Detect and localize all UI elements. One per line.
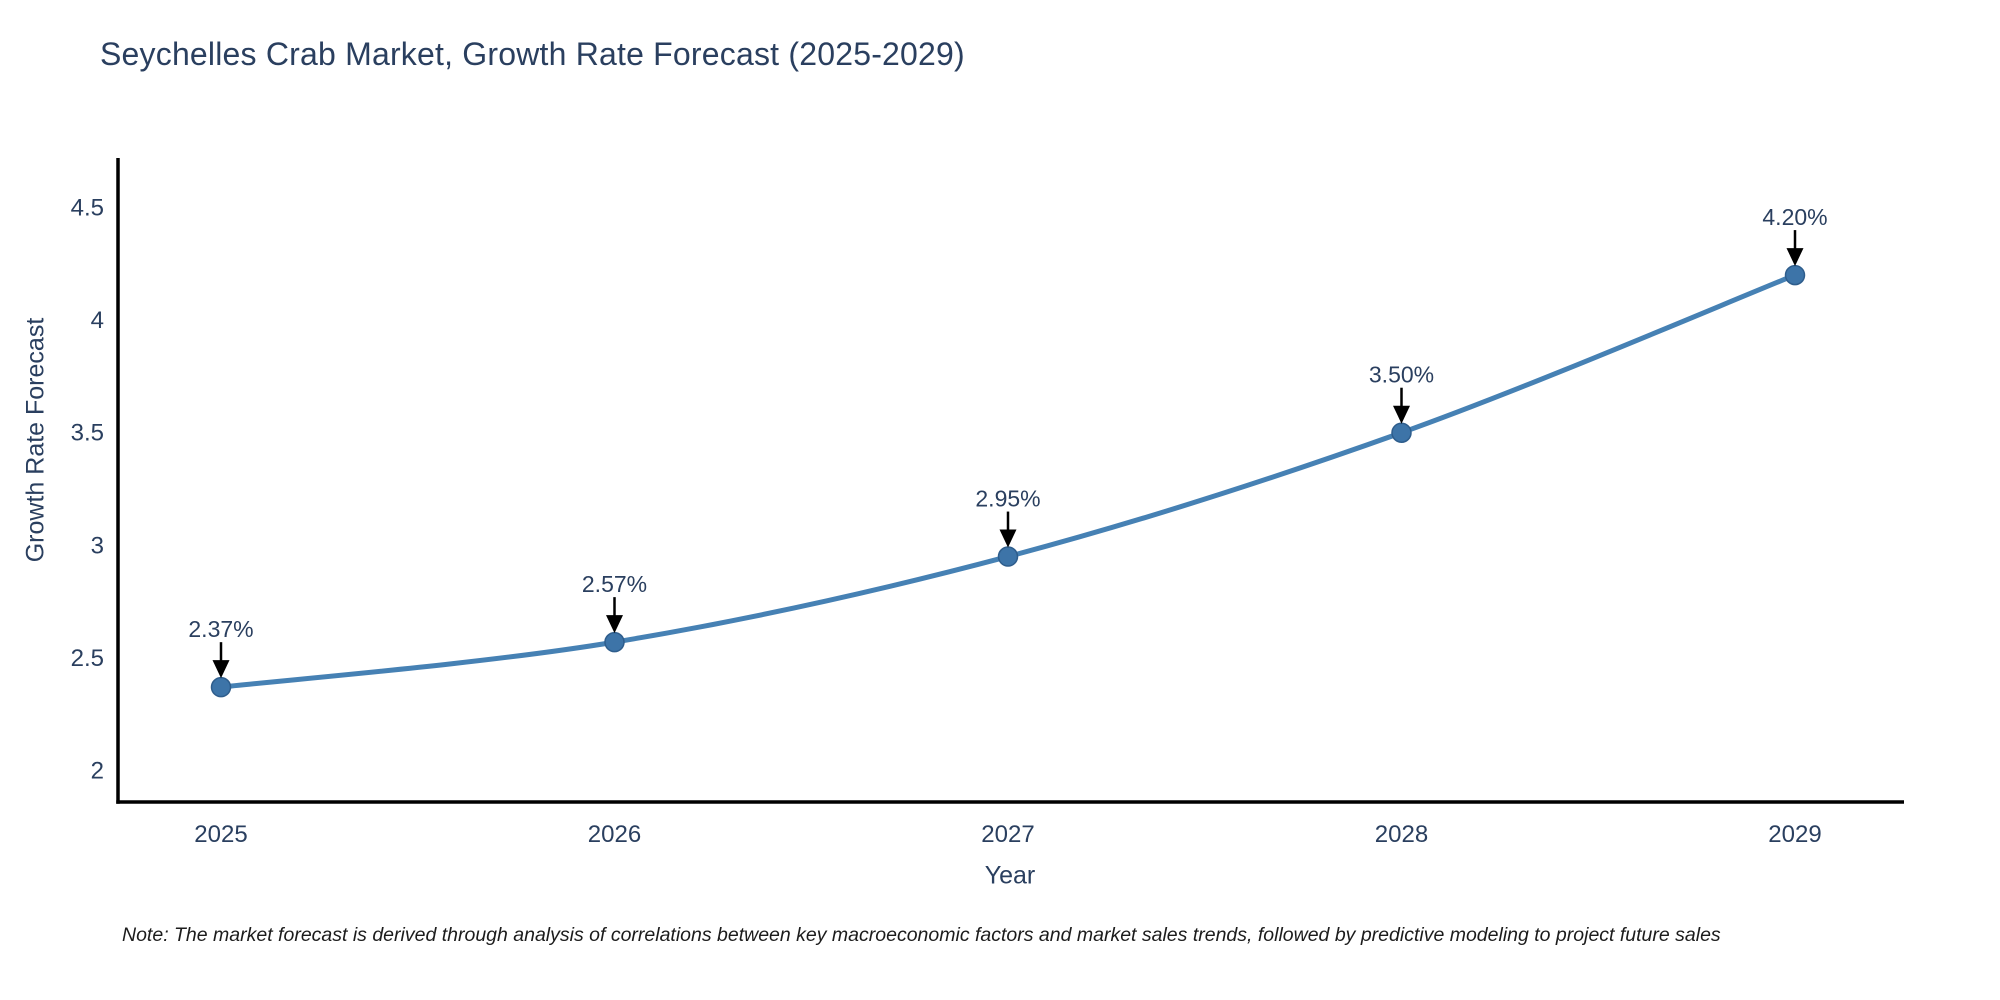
y-tick-label: 3	[91, 532, 104, 559]
y-tick-label: 3.5	[71, 420, 104, 447]
data-point-marker	[210, 676, 232, 698]
data-point-marker	[604, 631, 625, 653]
annotation-arrow-head	[1393, 405, 1410, 424]
data-point-marker	[1391, 422, 1412, 443]
y-tick-label: 4.5	[71, 195, 104, 222]
x-tick-label: 2028	[1375, 821, 1428, 848]
chart-title: Seychelles Crab Market, Growth Rate Fore…	[100, 36, 965, 72]
x-tick-label: 2027	[981, 821, 1034, 848]
y-tick-label: 2	[91, 757, 104, 784]
annotation-arrow-head	[606, 615, 623, 634]
x-tick-label: 2025	[194, 821, 247, 848]
x-axis-title: Year	[984, 861, 1036, 890]
annotation-arrow-head	[999, 529, 1017, 548]
data-point-label: 2.37%	[188, 616, 253, 642]
annotation-arrow-head	[1786, 248, 1804, 267]
x-tick-label: 2026	[588, 821, 641, 848]
y-tick-label: 4	[91, 307, 104, 334]
data-point-label: 2.57%	[582, 571, 647, 597]
data-point-label: 3.50%	[1369, 362, 1434, 388]
data-point-marker	[1784, 264, 1806, 286]
data-point-label: 2.95%	[975, 486, 1040, 512]
footnote: Note: The market forecast is derived thr…	[122, 924, 1721, 946]
annotation-arrow-head	[212, 660, 230, 679]
forecast-line	[218, 272, 1798, 690]
y-tick-label: 2.5	[71, 645, 104, 672]
data-point-label: 4.20%	[1762, 204, 1827, 230]
x-tick-label: 2029	[1768, 821, 1821, 848]
data-point-marker	[997, 546, 1019, 567]
